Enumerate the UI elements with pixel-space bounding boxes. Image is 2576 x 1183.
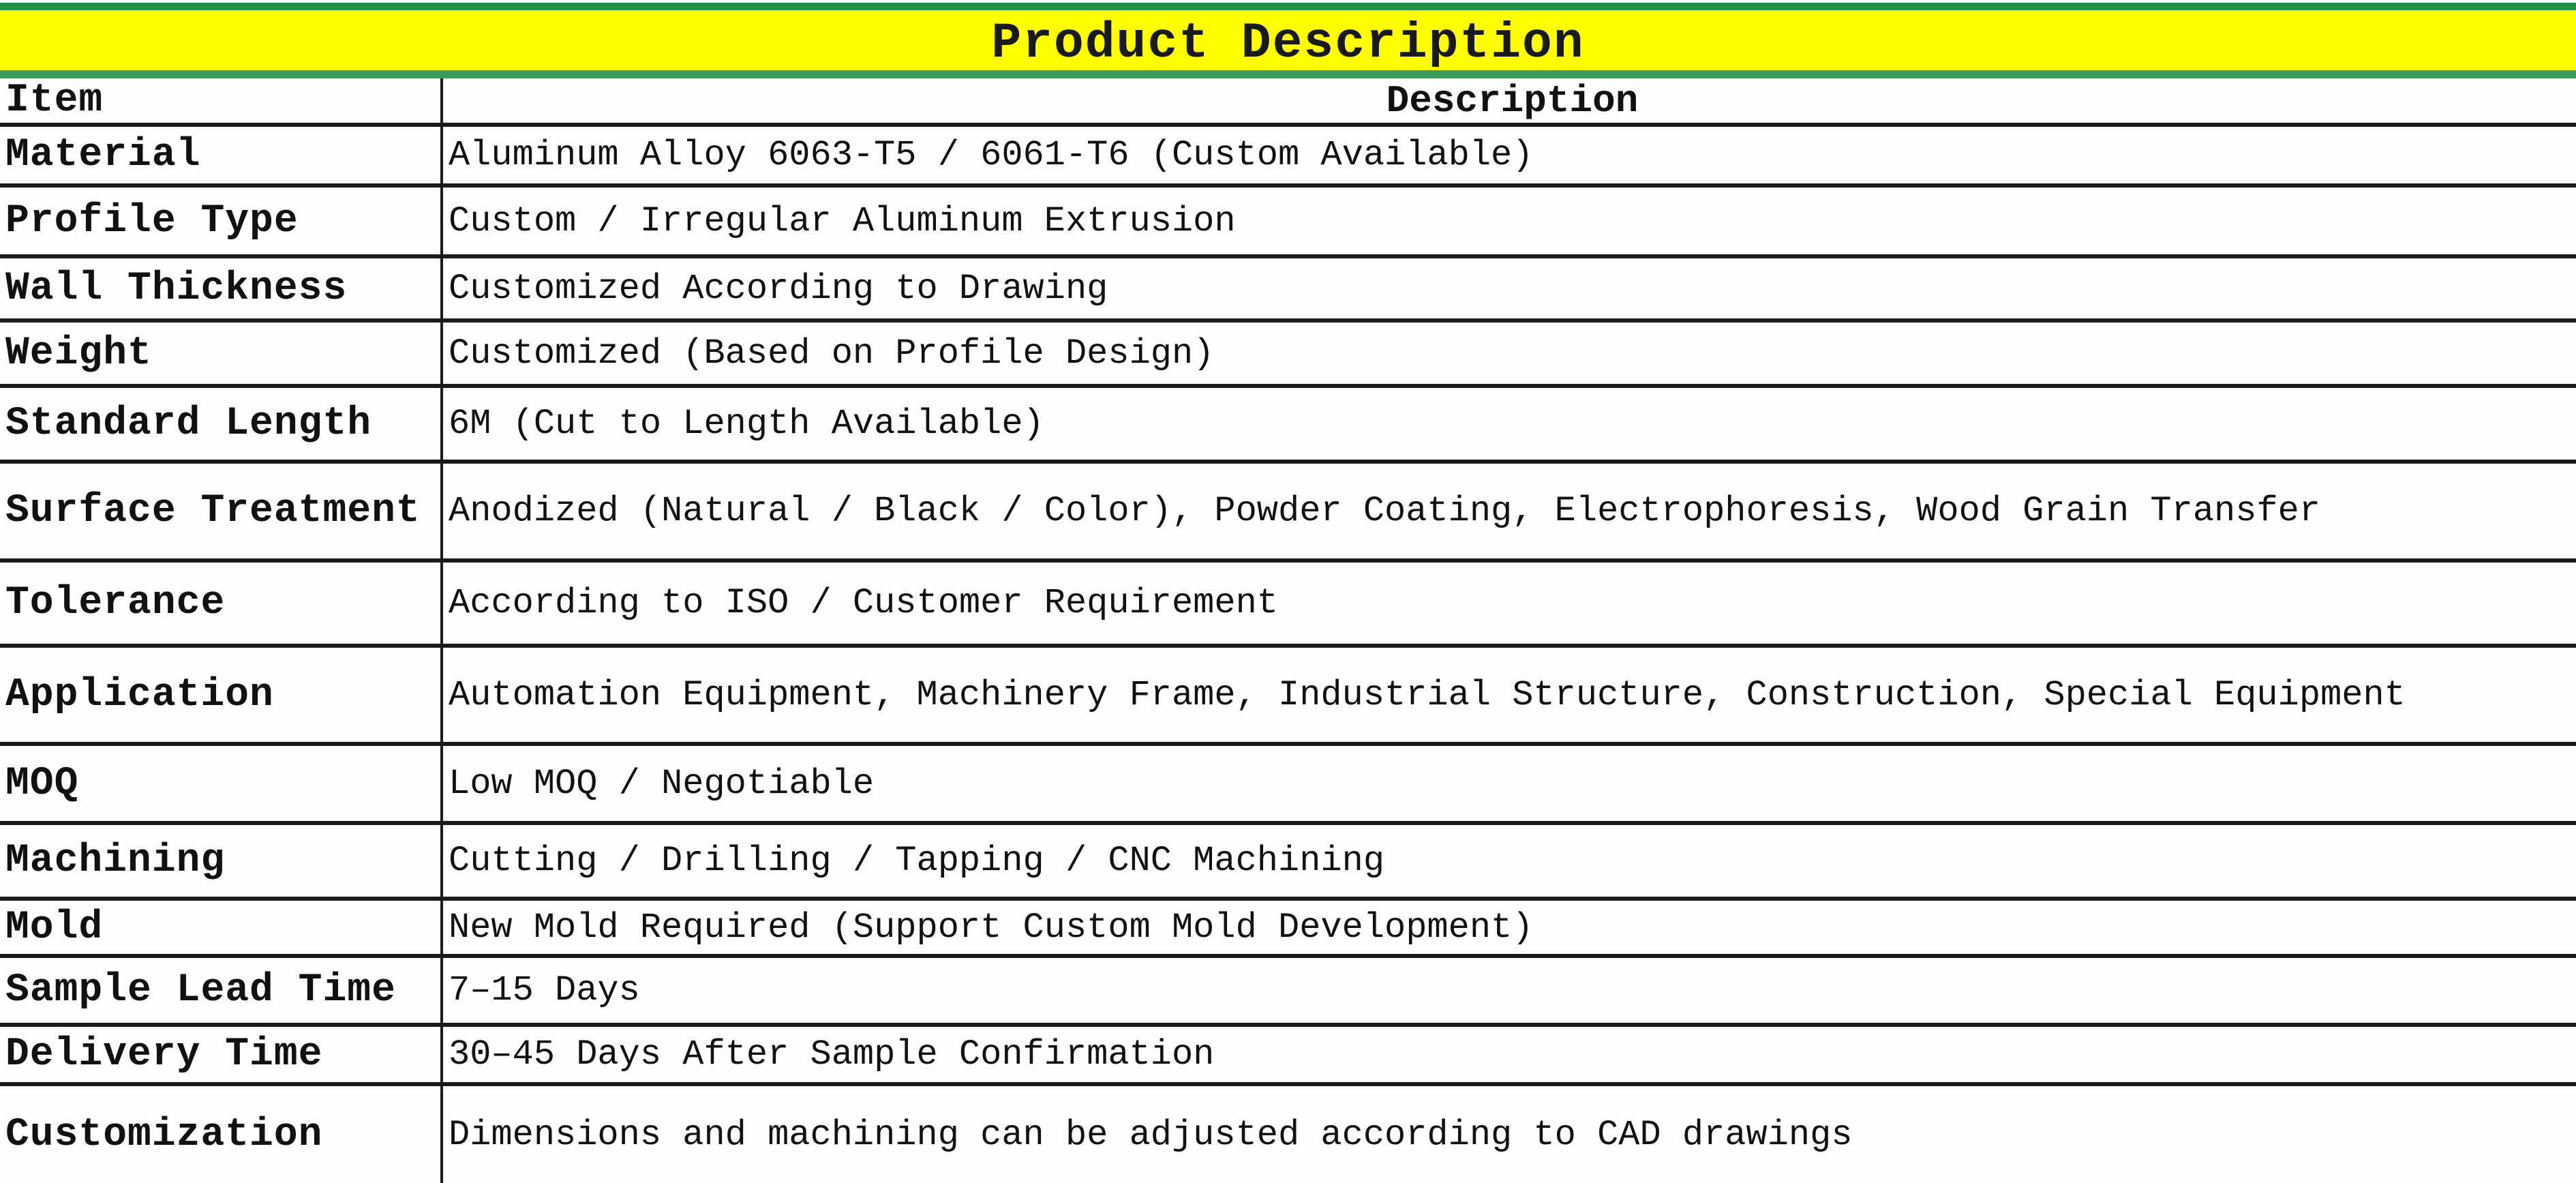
- row-value: Low MOQ / Negotiable: [442, 744, 2576, 825]
- row-label: Mold: [0, 899, 443, 958]
- table-row: Delivery Time 30–45 Days After Sample Con…: [0, 1025, 2576, 1086]
- row-value: 30–45 Days After Sample Confirmation: [442, 1025, 2576, 1086]
- row-value: 7–15 Days: [442, 956, 2576, 1027]
- row-label: Customization: [0, 1084, 443, 1183]
- table-header-row: Item Description: [0, 78, 2576, 127]
- table-row: Mold New Mold Required (Support Custom Mo…: [0, 899, 2576, 958]
- row-label: Wall Thickness: [0, 256, 443, 323]
- row-value: Custom / Irregular Aluminum Extrusion: [442, 185, 2576, 258]
- row-value: Anodized (Natural / Black / Color), Powd…: [442, 462, 2576, 563]
- table-row: Customization Dimensions and machining ca…: [0, 1084, 2576, 1183]
- row-label: MOQ: [0, 744, 443, 825]
- table-row: Standard Length 6M (Cut to Length Availab…: [0, 386, 2576, 464]
- row-value: Customized According to Drawing: [442, 256, 2576, 323]
- title-bar: Product Description: [0, 3, 2576, 78]
- row-label: Weight: [0, 320, 443, 388]
- row-value: Aluminum Alloy 6063-T5 / 6061-T6 (Custom…: [442, 125, 2576, 188]
- row-label: Machining: [0, 823, 443, 901]
- row-label: Delivery Time: [0, 1025, 443, 1086]
- row-value: 6M (Cut to Length Available): [442, 386, 2576, 464]
- table-row: Weight Customized (Based on Profile Desig…: [0, 320, 2576, 388]
- row-label: Surface Treatment: [0, 462, 443, 563]
- page-title: Product Description: [991, 14, 1585, 72]
- row-label: Sample Lead Time: [0, 956, 443, 1027]
- table-row: Machining Cutting / Drilling / Tapping / …: [0, 823, 2576, 901]
- row-value: Customized (Based on Profile Design): [442, 320, 2576, 388]
- row-value: According to ISO / Customer Requirement: [442, 560, 2576, 648]
- header-description: Description: [442, 78, 2576, 127]
- table-row: Application Automation Equipment, Machine…: [0, 646, 2576, 746]
- table-row: Surface Treatment Anodized (Natural / Bla…: [0, 462, 2576, 563]
- table-row: Tolerance According to ISO / Customer Req…: [0, 560, 2576, 648]
- table-row: Profile Type Custom / Irregular Aluminum …: [0, 185, 2576, 258]
- row-label: Standard Length: [0, 386, 443, 464]
- table-row: Sample Lead Time 7–15 Days: [0, 956, 2576, 1027]
- table-row: Wall Thickness Customized According to Dr…: [0, 256, 2576, 323]
- table-row: Material Aluminum Alloy 6063-T5 / 6061-T6…: [0, 125, 2576, 188]
- table-row: MOQ Low MOQ / Negotiable: [0, 744, 2576, 825]
- row-label: Profile Type: [0, 185, 443, 258]
- product-spec-table: Item Description Material Aluminum Alloy …: [0, 78, 2576, 1183]
- row-value: Automation Equipment, Machinery Frame, I…: [442, 646, 2576, 746]
- header-item: Item: [0, 78, 443, 127]
- row-value: Dimensions and machining can be adjusted…: [449, 1114, 1853, 1155]
- row-label: Tolerance: [0, 560, 443, 648]
- row-value: Cutting / Drilling / Tapping / CNC Machi…: [442, 823, 2576, 901]
- row-value: New Mold Required (Support Custom Mold D…: [442, 899, 2576, 958]
- row-label: Material: [0, 125, 443, 188]
- row-label: Application: [0, 646, 443, 746]
